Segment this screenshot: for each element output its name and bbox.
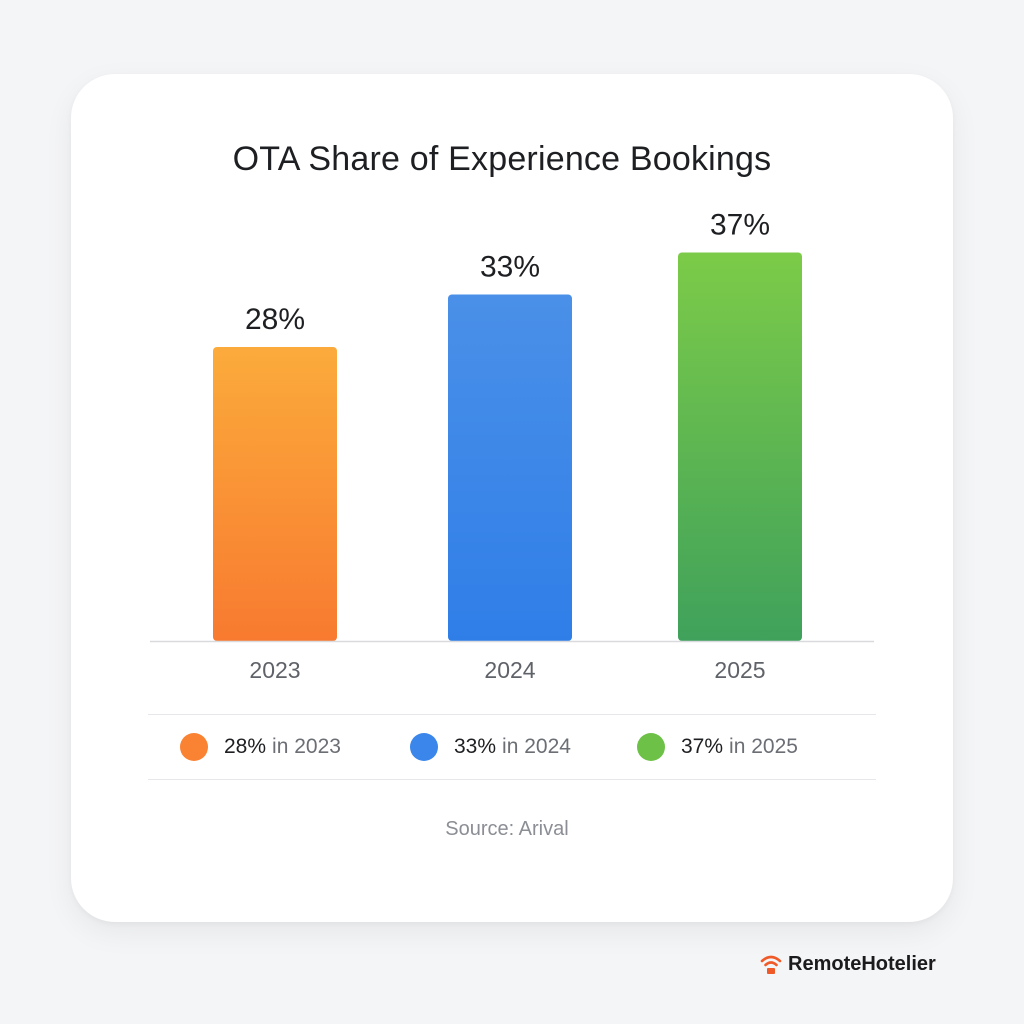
legend-value-2024: 33% [454,735,497,758]
labels-layer: 28% 2023 33% 2024 37% 2025 [245,209,770,684]
brand-logo: RemoteHotelier [760,950,936,978]
legend-value-2023: 28% [224,735,267,758]
category-label-2025: 2025 [714,657,765,683]
brand-name: RemoteHotelier [788,952,936,975]
source-note: Source: Arival [445,818,569,840]
legend-dot-2023 [180,733,208,761]
legend-item-2023: 28% in 2023 [180,715,341,779]
legend-item-2025: 37% in 2025 [637,715,798,779]
legend-dot-2025 [637,733,665,761]
legend: 28% in 2023 33% in 2024 37% in 2025 [148,714,876,780]
category-label-2024: 2024 [484,657,535,683]
bar-2024 [448,294,572,641]
chart-title: OTA Share of Experience Bookings [232,140,772,178]
wifi-signal-icon [760,955,782,974]
bar-2023 [213,347,337,641]
category-label-2023: 2023 [249,657,300,683]
value-label-2025: 37% [710,209,770,242]
legend-value-2025: 37% [681,735,724,758]
bar-2025 [678,252,802,641]
bars-layer [213,252,802,641]
legend-dot-2024 [410,733,438,761]
legend-text-2024: in 2024 [502,735,571,758]
value-label-2023: 28% [245,303,305,336]
value-label-2024: 33% [480,251,540,284]
legend-text-2023: in 2023 [272,735,341,758]
legend-text-2025: in 2025 [729,735,798,758]
legend-item-2024: 33% in 2024 [410,715,571,779]
